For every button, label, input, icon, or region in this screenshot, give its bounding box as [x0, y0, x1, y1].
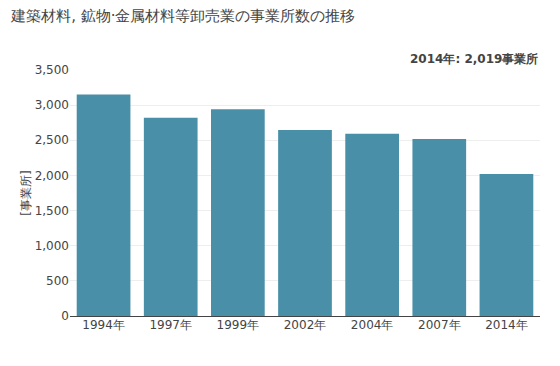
svg-text:2014年: 2014年	[485, 318, 528, 332]
svg-text:2007年: 2007年	[418, 318, 461, 332]
svg-text:1,000: 1,000	[35, 239, 69, 253]
svg-text:0: 0	[61, 309, 69, 323]
svg-text:500: 500	[46, 274, 69, 288]
svg-text:2002年: 2002年	[284, 318, 327, 332]
svg-text:1997年: 1997年	[149, 318, 192, 332]
svg-text:2,500: 2,500	[35, 133, 69, 147]
svg-text:1999年: 1999年	[217, 318, 260, 332]
svg-text:1,500: 1,500	[35, 204, 69, 218]
svg-text:2,000: 2,000	[35, 169, 69, 183]
svg-text:2014年: 2,019事業所: 2014年: 2,019事業所	[410, 52, 538, 66]
svg-text:[事業所]: [事業所]	[19, 170, 33, 215]
svg-text:建築材料, 鉱物·金属材料等卸売業の事業所数の推移: 建築材料, 鉱物·金属材料等卸売業の事業所数の推移	[10, 7, 355, 25]
svg-text:3,000: 3,000	[35, 98, 69, 112]
svg-text:3,500: 3,500	[35, 63, 69, 77]
svg-text:1994年: 1994年	[82, 318, 125, 332]
svg-text:2004年: 2004年	[351, 318, 394, 332]
